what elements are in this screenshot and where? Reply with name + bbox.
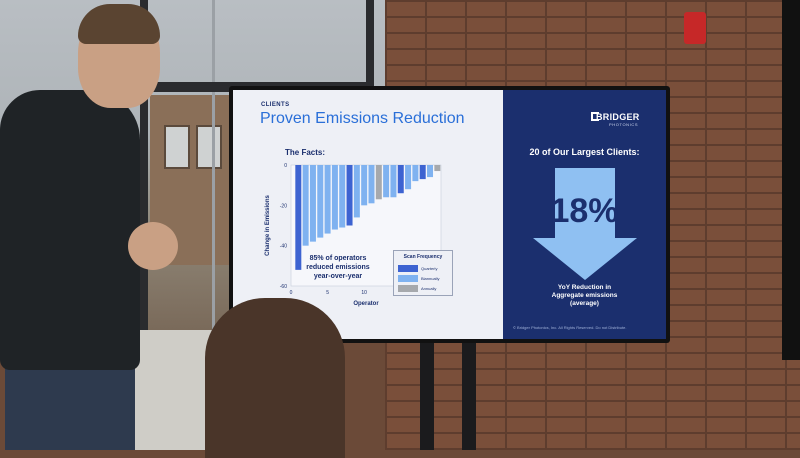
building-window bbox=[196, 125, 222, 169]
legend-title: Scan Frequency bbox=[403, 254, 443, 260]
chart-bar bbox=[419, 165, 426, 180]
building-window bbox=[164, 125, 190, 169]
reduction-stat: 18% bbox=[550, 192, 619, 230]
tv-stand bbox=[420, 340, 434, 450]
legend-swatch bbox=[398, 275, 418, 282]
chart-bar bbox=[383, 165, 390, 198]
legend-label: Quarterly bbox=[421, 266, 438, 271]
chart-bar bbox=[405, 165, 412, 190]
chart-bar bbox=[324, 165, 331, 234]
chart-bar bbox=[295, 165, 302, 270]
chart-bar bbox=[397, 165, 404, 194]
chart-bar bbox=[361, 165, 368, 206]
tv-display: CLIENTS Proven Emissions Reduction The F… bbox=[229, 86, 670, 343]
presenter bbox=[0, 90, 140, 370]
presenter-hair bbox=[78, 4, 160, 44]
legend-label: Annually bbox=[421, 286, 437, 291]
caption-line: (average) bbox=[570, 300, 599, 307]
x-tick-label: 10 bbox=[361, 290, 367, 296]
chart-bar bbox=[368, 165, 375, 204]
y-tick-label: -60 bbox=[280, 284, 287, 290]
chart-bar bbox=[434, 165, 441, 172]
callout-line: reduced emissions bbox=[306, 264, 370, 271]
x-axis-label: Operator bbox=[353, 301, 379, 307]
legend-swatch bbox=[398, 285, 418, 292]
callout-line: 85% of operators bbox=[309, 255, 367, 262]
chart-bar bbox=[353, 165, 360, 218]
y-tick-label: -40 bbox=[280, 244, 287, 250]
slide-right-panel: BRIDGER PHOTONICS 20 of Our Largest Clie… bbox=[503, 90, 666, 339]
company-logo: BRIDGER bbox=[596, 112, 640, 122]
tv-stand bbox=[462, 340, 476, 450]
chart-bar bbox=[339, 165, 346, 228]
caption-line: Aggregate emissions bbox=[551, 292, 618, 299]
x-tick-label: 0 bbox=[290, 290, 293, 296]
window-frame bbox=[140, 0, 148, 340]
callout-line: year-over-year bbox=[313, 273, 363, 280]
legend-label: Biannually bbox=[421, 276, 440, 281]
y-tick-label: 0 bbox=[284, 163, 287, 169]
bridger-logo-icon bbox=[591, 112, 599, 121]
chart-bar bbox=[309, 165, 316, 242]
copyright-note: © Bridger Photonics, Inc. All Rights Res… bbox=[513, 325, 627, 330]
door-frame bbox=[782, 0, 800, 360]
slide-left-panel: CLIENTS Proven Emissions Reduction The F… bbox=[233, 90, 503, 339]
x-tick-label: 5 bbox=[326, 290, 329, 296]
chart-bar bbox=[317, 165, 324, 238]
chart-callout: 85% of operators reduced emissions year-… bbox=[306, 254, 370, 281]
down-arrow-icon bbox=[533, 168, 637, 280]
facts-label: The Facts: bbox=[285, 148, 326, 157]
clients-heading: 20 of Our Largest Clients: bbox=[529, 147, 640, 157]
glass-partition bbox=[212, 0, 215, 340]
chart-bar bbox=[346, 165, 353, 226]
chart-bar bbox=[427, 165, 434, 178]
audience-member bbox=[205, 298, 345, 458]
company-logo-subtitle: PHOTONICS bbox=[609, 122, 639, 127]
legend-swatch bbox=[398, 265, 418, 272]
fire-alarm bbox=[684, 12, 706, 44]
chart-bar bbox=[375, 165, 382, 200]
presenter-hands bbox=[128, 222, 178, 270]
slide-title: Proven Emissions Reduction bbox=[260, 110, 465, 127]
section-label: CLIENTS bbox=[261, 102, 290, 108]
chart-legend: Scan Frequency Quarterly Biannually Annu… bbox=[393, 250, 453, 296]
stat-caption: YoY Reduction in Aggregate emissions (av… bbox=[503, 284, 666, 308]
chart-bar bbox=[390, 165, 397, 198]
chart-bar bbox=[331, 165, 338, 230]
chart-bar bbox=[302, 165, 309, 246]
y-tick-label: -20 bbox=[280, 203, 287, 209]
y-axis-label: Change in Emissions bbox=[265, 195, 271, 256]
chart-bar bbox=[412, 165, 419, 182]
caption-line: YoY Reduction in bbox=[557, 284, 612, 291]
